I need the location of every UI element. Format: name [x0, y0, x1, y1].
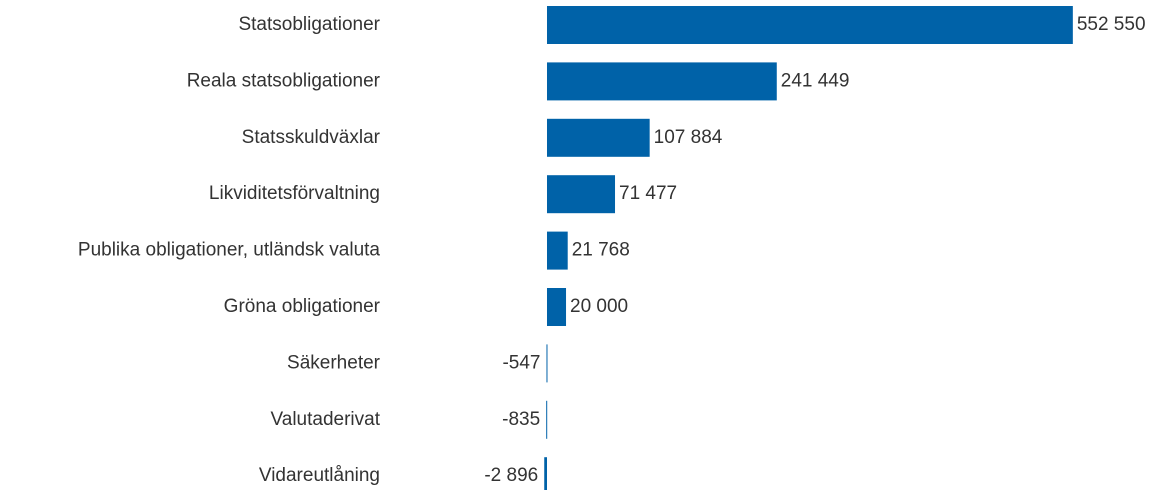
value-label: 241 449 [781, 70, 850, 91]
value-label: -547 [502, 352, 540, 373]
value-label: -2 896 [484, 465, 538, 486]
category-label: Gröna obligationer [224, 296, 381, 317]
category-label: Valutaderivat [271, 409, 381, 430]
bar [546, 6, 1073, 44]
category-label: Statsobligationer [238, 14, 380, 35]
bar [546, 400, 548, 439]
category-label: Reala statsobligationer [187, 70, 381, 91]
bar [546, 288, 567, 326]
value-label: 20 000 [570, 296, 628, 317]
value-label: 552 550 [1077, 14, 1146, 35]
category-label: Vidareutlåning [259, 465, 380, 486]
value-label: 71 477 [619, 183, 677, 204]
bar [546, 62, 777, 101]
bar [546, 344, 548, 383]
category-label: Säkerheter [287, 352, 381, 373]
value-label: 107 884 [654, 127, 723, 148]
category-label: Statsskuldväxlar [242, 127, 381, 148]
category-label: Publika obligationer, utländsk valuta [78, 240, 381, 261]
bar [546, 118, 650, 157]
value-label: 21 768 [572, 240, 630, 261]
bar [546, 175, 616, 214]
bar [544, 457, 547, 490]
category-label: Likviditetsförvaltning [209, 183, 380, 204]
bar [546, 231, 568, 270]
value-label: -835 [502, 409, 540, 430]
